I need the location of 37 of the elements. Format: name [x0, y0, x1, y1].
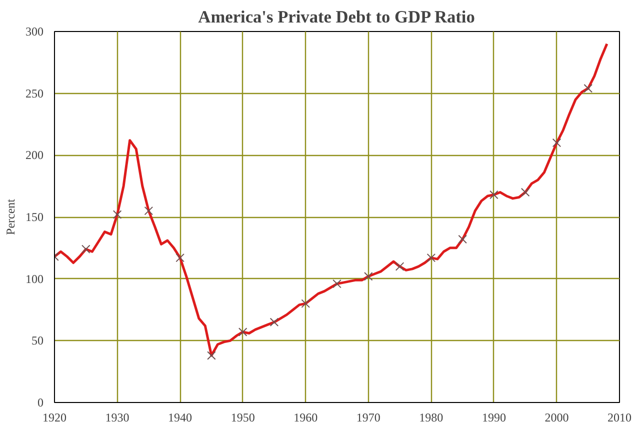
chart-title: America's Private Debt to GDP Ratio	[198, 8, 475, 26]
point	[207, 351, 216, 360]
x-tick-label: 1970	[356, 410, 380, 424]
x-tick-label: 1950	[230, 410, 255, 424]
point	[458, 234, 467, 244]
x-tick-label: 2000	[544, 410, 569, 424]
point	[584, 84, 592, 93]
x-tick-label: 1940	[168, 410, 192, 424]
y-tick-label: 50	[32, 334, 44, 348]
y-tick-label: 200	[26, 148, 44, 162]
y-tick-label: 250	[26, 86, 44, 100]
y-tick-label: 300	[26, 24, 44, 38]
y-tick-label: 100	[26, 272, 44, 286]
x-tick-label: 1990	[482, 410, 506, 424]
x-tick-label: 2010	[608, 410, 632, 424]
point	[426, 253, 436, 262]
point	[238, 328, 248, 336]
x-tick-label: 1960	[294, 410, 318, 424]
point	[82, 244, 90, 254]
point	[112, 210, 122, 219]
point	[552, 138, 562, 148]
point	[270, 318, 279, 327]
x-tick-label: 1930	[105, 410, 130, 424]
point	[395, 262, 404, 271]
point	[301, 299, 310, 308]
point	[364, 272, 373, 281]
x-tick-label: 1980	[419, 410, 444, 424]
x-tick-label: 1920	[42, 410, 66, 424]
line-series	[54, 42, 608, 357]
y-axis-title: Percent	[4, 198, 18, 235]
point	[490, 190, 498, 200]
y-tick-label: 0	[38, 396, 44, 410]
point	[144, 206, 154, 216]
y-tick-label: 150	[26, 210, 44, 224]
point	[332, 279, 342, 288]
point	[176, 253, 184, 262]
point	[520, 188, 530, 197]
